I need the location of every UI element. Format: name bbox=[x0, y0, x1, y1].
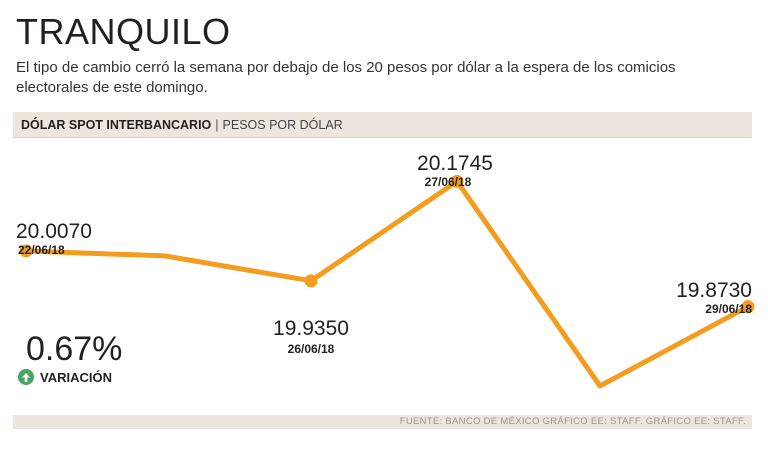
variation-label: VARIACIÓN bbox=[40, 369, 112, 385]
source-footer: FUENTE: BANCO DE MÉXICO GRÁFICO EE: STAF… bbox=[13, 415, 752, 429]
series-title: DÓLAR SPOT INTERBANCARIO bbox=[21, 118, 212, 132]
chart-title: TRANQUILO bbox=[16, 11, 231, 52]
data-point-22-06-18 bbox=[19, 244, 33, 258]
data-label-value: 20.1745 bbox=[417, 152, 493, 175]
series-header-bar: DÓLAR SPOT INTERBANCARIO | PESOS POR DÓLAR bbox=[13, 112, 752, 138]
data-point-27-06-18 bbox=[450, 174, 464, 188]
data-label-value: 19.8730 bbox=[676, 279, 752, 302]
data-label-date: 26/06/18 bbox=[288, 342, 335, 356]
data-point-26-06-18 bbox=[304, 274, 318, 288]
series-unit: PESOS POR DÓLAR bbox=[222, 118, 343, 132]
data-label-date: 22/06/18 bbox=[18, 243, 65, 257]
variation-value: 0.67% bbox=[26, 330, 123, 368]
data-label-value: 20.0070 bbox=[16, 220, 92, 243]
arrow-up-icon bbox=[18, 369, 34, 385]
data-label-value: 19.9350 bbox=[273, 317, 349, 340]
chart-subtitle: El tipo de cambio cerró la semana por de… bbox=[16, 59, 676, 96]
data-label-date: 27/06/18 bbox=[425, 175, 472, 189]
data-label-date: 29/06/18 bbox=[705, 302, 752, 316]
header-separator: | bbox=[215, 118, 219, 132]
variation-row: VARIACIÓN bbox=[18, 369, 112, 385]
series-line bbox=[23, 178, 751, 389]
data-point-29-06-18 bbox=[741, 300, 755, 314]
